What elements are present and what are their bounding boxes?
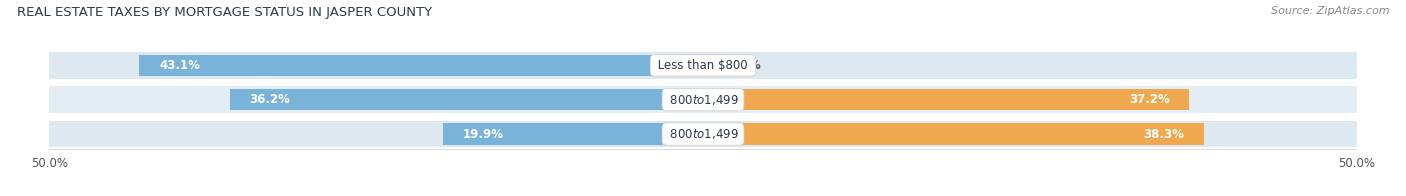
Bar [49,52,1357,79]
Text: 38.3%: 38.3% [1143,128,1184,141]
Text: 19.9%: 19.9% [463,128,503,141]
Bar [139,55,703,76]
Bar [703,55,707,76]
Bar [229,89,703,110]
Text: Less than $800: Less than $800 [654,59,752,72]
Bar [703,123,1204,145]
Bar [49,86,1357,113]
Bar [49,121,1357,147]
Text: 43.1%: 43.1% [159,59,200,72]
Text: REAL ESTATE TAXES BY MORTGAGE STATUS IN JASPER COUNTY: REAL ESTATE TAXES BY MORTGAGE STATUS IN … [17,6,432,19]
Text: 36.2%: 36.2% [249,93,290,106]
Text: $800 to $1,499: $800 to $1,499 [666,93,740,107]
Bar [443,123,703,145]
Text: 37.2%: 37.2% [1129,93,1170,106]
Text: 0.37%: 0.37% [721,59,762,72]
Bar [703,89,1189,110]
Text: Source: ZipAtlas.com: Source: ZipAtlas.com [1271,6,1389,16]
Text: $800 to $1,499: $800 to $1,499 [666,127,740,141]
